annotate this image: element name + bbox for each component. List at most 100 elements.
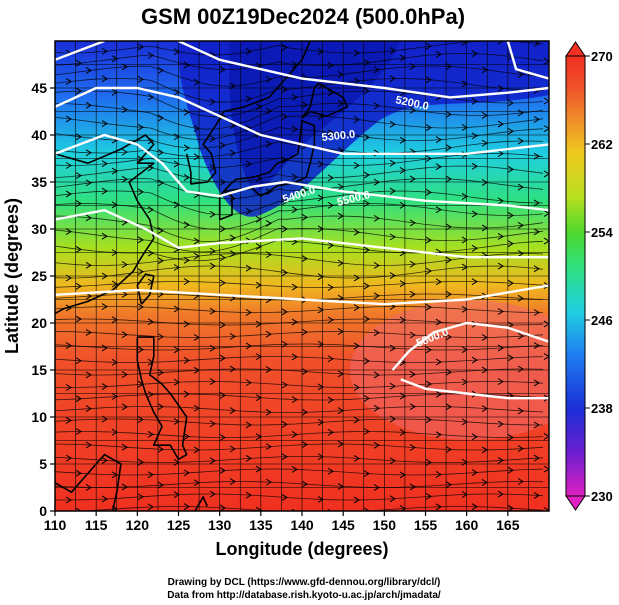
streamline-arrow <box>183 390 190 398</box>
streamline-arrow <box>281 269 288 277</box>
streamline <box>55 227 544 253</box>
colorbar-tick-label: 230 <box>591 489 613 504</box>
streamline-arrow <box>389 382 396 390</box>
streamline-arrow <box>219 434 226 441</box>
streamline-arrow <box>121 261 128 269</box>
streamline <box>55 306 543 313</box>
streamline-arrow <box>219 354 226 362</box>
streamline-arrow <box>373 404 380 412</box>
streamline-arrow <box>157 149 164 156</box>
streamline-arrow <box>363 428 370 435</box>
streamline-arrow <box>75 282 82 290</box>
streamline-arrow <box>291 431 298 438</box>
streamline-arrow <box>281 308 288 316</box>
streamline-arrow <box>471 162 478 170</box>
streamline-arrow <box>157 66 164 74</box>
colorbar: 230 238 246 254 262 270 <box>565 41 613 511</box>
streamline-arrow <box>533 379 540 387</box>
y-tick-label: 15 <box>31 362 47 378</box>
streamline-arrow <box>101 75 108 83</box>
plot-area <box>55 41 549 511</box>
streamline-arrow <box>75 469 82 477</box>
streamline <box>55 418 543 426</box>
streamline-arrow <box>121 403 128 411</box>
streamline-arrow <box>265 188 272 196</box>
streamline-arrow <box>245 264 252 272</box>
streamline-arrow <box>157 333 164 341</box>
streamline-arrow <box>543 170 549 178</box>
streamline-arrow <box>471 132 478 140</box>
streamline-arrow <box>75 59 82 67</box>
streamline <box>55 203 544 230</box>
streamline-arrow <box>101 187 108 195</box>
streamline-arrow <box>183 433 190 440</box>
streamline-arrow <box>209 247 216 255</box>
streamline-arrow <box>301 186 308 194</box>
streamline <box>55 356 544 363</box>
streamline-arrow <box>425 458 432 466</box>
streamline-arrow <box>209 135 216 143</box>
streamline-arrow <box>471 97 478 105</box>
streamline-arrow <box>65 228 72 235</box>
x-tick-label: 145 <box>331 517 355 533</box>
y-tick-label: 45 <box>31 80 47 96</box>
streamline-arrow <box>461 418 468 426</box>
x-tick-label: 165 <box>496 517 520 533</box>
streamline-arrow <box>363 470 370 478</box>
streamline-arrow <box>543 394 549 402</box>
streamline-arrow <box>445 256 452 264</box>
streamline-arrow <box>517 332 524 340</box>
streamline-arrow <box>373 102 380 110</box>
streamline <box>55 331 544 338</box>
streamline-arrow <box>517 478 524 485</box>
streamline-arrow <box>301 480 308 488</box>
streamline-arrow <box>471 469 478 476</box>
height-contour-line <box>178 41 549 99</box>
streamline-arrow <box>435 163 442 171</box>
contour-label-5300: 5300.0 <box>321 129 356 144</box>
streamline-arrow <box>435 206 442 214</box>
streamline-arrow <box>219 66 226 73</box>
streamline-arrow <box>101 457 108 464</box>
streamline-arrow <box>363 246 370 254</box>
streamline-arrow <box>389 495 396 503</box>
height-contours <box>55 41 549 400</box>
streamline-arrow <box>445 144 452 152</box>
streamline-arrow <box>497 233 504 240</box>
streamline-arrow <box>85 149 92 157</box>
streamline-arrow <box>461 80 468 88</box>
streamline-arrow <box>327 283 334 291</box>
streamline-arrow <box>265 443 272 451</box>
streamline-arrow <box>533 199 540 207</box>
streamline-arrow <box>533 152 540 160</box>
streamline-arrow <box>543 465 549 473</box>
streamline-arrow <box>327 467 334 475</box>
streamline-arrow <box>137 123 144 131</box>
streamline-arrow <box>543 209 549 217</box>
streamline-arrow <box>85 179 92 187</box>
streamline-arrow <box>173 48 180 56</box>
streamline-arrow <box>461 124 468 131</box>
streamline-arrow <box>497 308 504 315</box>
streamline-arrow <box>245 160 252 168</box>
streamline-arrow <box>281 493 288 501</box>
streamline-arrow <box>435 431 442 439</box>
coastline <box>136 336 188 461</box>
streamline-arrow <box>425 236 432 244</box>
streamline <box>74 506 544 511</box>
streamline-arrow <box>317 48 324 56</box>
streamline-arrow <box>461 491 468 498</box>
streamline-arrow <box>409 260 416 268</box>
streamline-arrow <box>435 50 442 58</box>
streamline-arrow <box>317 194 324 202</box>
streamline <box>55 253 544 266</box>
streamline-arrow <box>425 346 432 354</box>
x-axis-label: Longitude (degrees) <box>215 539 388 559</box>
streamline-arrow <box>245 47 252 55</box>
streamline-arrow <box>533 228 540 236</box>
streamline-arrow <box>147 93 154 101</box>
streamline-arrow <box>75 357 82 365</box>
x-tick-label: 120 <box>126 517 150 533</box>
y-tick-label: 25 <box>31 268 47 284</box>
streamline-arrow <box>121 290 128 298</box>
